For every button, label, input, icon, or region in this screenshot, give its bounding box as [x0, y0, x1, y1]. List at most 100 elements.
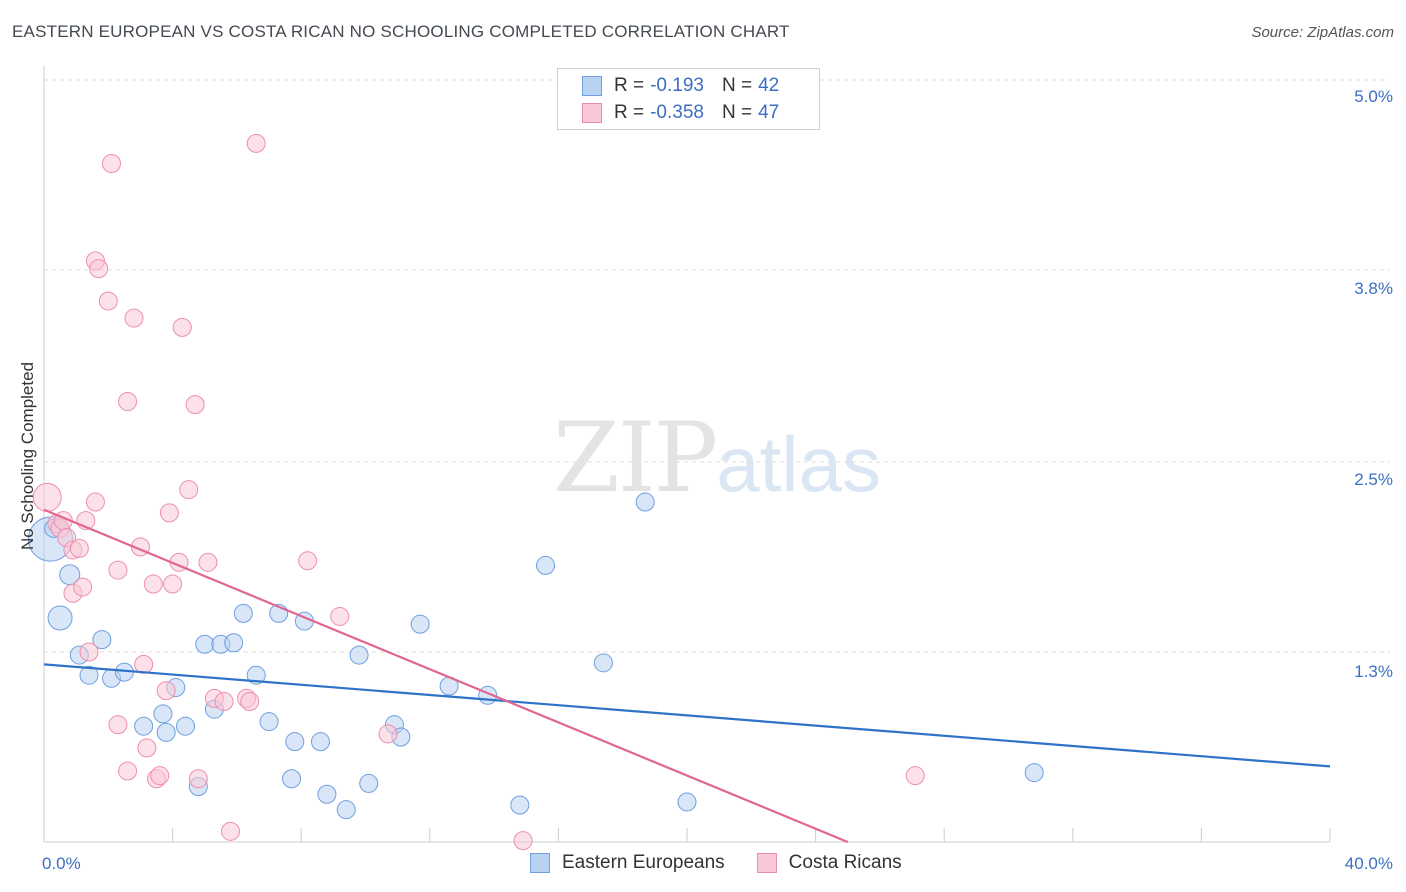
data-point: [73, 577, 93, 597]
legend-n-value: 42: [758, 75, 780, 96]
data-point: [1024, 763, 1044, 783]
data-point: [172, 317, 192, 337]
data-point: [240, 691, 260, 711]
y-tick-label: 1.3%: [1354, 662, 1393, 681]
legend-n-label: N =: [721, 75, 753, 96]
data-point: [92, 630, 112, 650]
legend-swatch-blue: [582, 76, 602, 96]
data-point: [285, 732, 305, 752]
axes: [43, 66, 1331, 843]
source-credit: Source: ZipAtlas.com: [1251, 24, 1394, 41]
legend-swatch-blue: [530, 853, 550, 873]
legend-r-label: R =: [614, 102, 645, 123]
legend-item-eastern-europeans[interactable]: Eastern Europeans: [530, 852, 725, 874]
legend-r-label: R =: [614, 75, 645, 96]
y-tick-label: 2.5%: [1354, 470, 1393, 489]
legend-item-costa-ricans[interactable]: Costa Ricans: [756, 852, 902, 874]
data-point: [349, 645, 369, 665]
data-point: [195, 634, 215, 654]
data-point: [47, 605, 73, 631]
data-point: [246, 665, 266, 685]
data-point: [108, 715, 128, 735]
data-point: [159, 503, 179, 523]
legend-n-label: N =: [721, 102, 753, 123]
trend-line: [43, 663, 1331, 768]
data-point: [98, 291, 118, 311]
data-point: [118, 392, 138, 412]
data-point: [510, 795, 530, 815]
watermark-zip: ZIP: [553, 402, 718, 514]
legend-r-value: -0.358: [650, 102, 704, 123]
legend-n-value: 47: [758, 102, 780, 123]
data-point: [317, 784, 337, 804]
data-point: [89, 259, 109, 279]
data-point: [175, 716, 195, 736]
data-point: [188, 769, 208, 789]
data-point: [246, 133, 266, 153]
legend-label: Costa Ricans: [788, 852, 902, 873]
stats-legend: R = -0.193 N = 42 R = -0.358 N = 47: [557, 68, 820, 130]
data-point: [156, 722, 176, 742]
data-point: [359, 773, 379, 793]
data-point: [905, 766, 925, 786]
data-point: [143, 574, 163, 594]
data-point: [214, 691, 234, 711]
data-point: [137, 738, 157, 758]
legend-swatch-pink: [582, 103, 602, 123]
x-tick-label: 40.0%: [1345, 854, 1393, 873]
data-point: [378, 724, 398, 744]
data-point: [134, 654, 154, 674]
y-axis-label: No Schooling Completed: [18, 361, 37, 551]
data-point: [536, 555, 556, 575]
y-tick-label: 3.8%: [1354, 279, 1393, 298]
data-point: [179, 480, 199, 500]
data-point: [220, 821, 240, 841]
data-point: [410, 614, 430, 634]
legend-row-eastern-europeans: R = -0.193 N = 42: [582, 73, 779, 99]
data-point: [69, 538, 89, 558]
legend-r-value: -0.193: [650, 75, 704, 96]
data-point: [102, 153, 122, 173]
y-tick-label: 5.0%: [1354, 87, 1393, 106]
data-point: [85, 492, 105, 512]
legend-label: Eastern Europeans: [562, 852, 725, 873]
grid-lines: [44, 79, 1390, 653]
data-point: [163, 574, 183, 594]
series-costa-ricans: [32, 133, 925, 851]
data-point: [108, 560, 128, 580]
data-point: [336, 800, 356, 820]
tick-labels: 1.3% 2.5% 3.8% 5.0% 0.0% 40.0%: [42, 87, 1393, 873]
data-point: [79, 665, 99, 685]
data-point: [198, 552, 218, 572]
legend-row-costa-ricans: R = -0.358 N = 47: [582, 100, 779, 126]
trend-line: [43, 508, 849, 844]
data-point: [310, 732, 330, 752]
data-point: [118, 761, 138, 781]
data-point: [513, 831, 533, 851]
data-point: [233, 603, 253, 623]
data-point: [124, 308, 144, 328]
trend-lines: [43, 508, 1331, 844]
data-point: [153, 704, 173, 724]
data-point: [185, 395, 205, 415]
data-point: [593, 653, 613, 673]
data-point: [150, 766, 170, 786]
data-point: [156, 681, 176, 701]
data-point: [635, 492, 655, 512]
legend-swatch-pink: [756, 853, 777, 873]
watermark-atlas: atlas: [716, 420, 881, 508]
chart-title: EASTERN EUROPEAN VS COSTA RICAN NO SCHOO…: [12, 22, 790, 41]
data-point: [298, 551, 318, 571]
series-eastern-europeans: [27, 492, 1044, 820]
data-point: [134, 716, 154, 736]
x-tick-label: 0.0%: [42, 854, 81, 873]
series-legend: Eastern Europeans Costa Ricans: [530, 852, 934, 874]
data-point: [224, 633, 244, 653]
data-point: [79, 642, 99, 662]
watermark: ZIPatlas: [553, 402, 881, 514]
data-point: [282, 769, 302, 789]
data-point: [259, 712, 279, 732]
data-point: [677, 792, 697, 812]
data-point: [330, 606, 350, 626]
